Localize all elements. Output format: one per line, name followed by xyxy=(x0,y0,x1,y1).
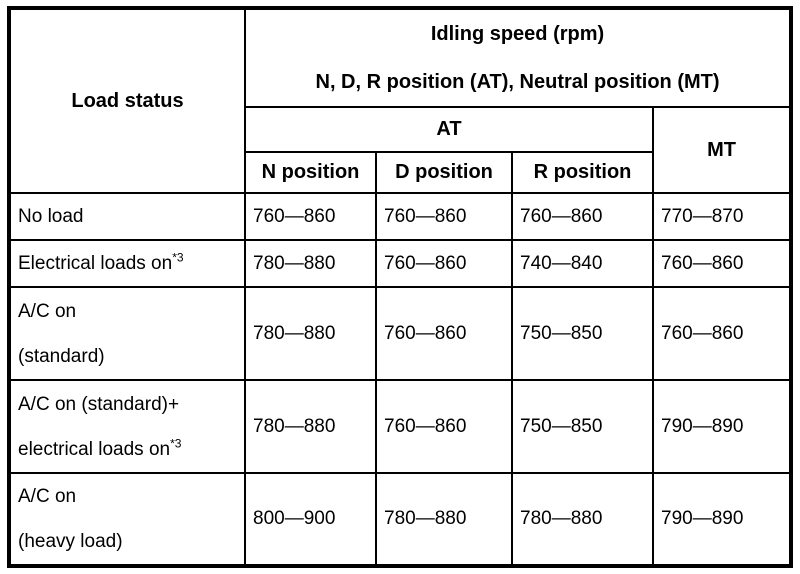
value-cell: 750—850 xyxy=(511,379,654,474)
at-header: AT xyxy=(244,106,654,153)
row-label-text: electrical loads on xyxy=(18,438,171,460)
value-cell: 780—880 xyxy=(244,379,377,474)
row-label-cell: A/C on (standard) xyxy=(8,286,246,381)
value-cell: 760—860 xyxy=(244,192,377,241)
value-cell: 760—860 xyxy=(651,286,793,381)
table-row-electrical-loads: Electrical loads on*3 780—880 760—860 74… xyxy=(8,239,793,288)
value-cell: 760—860 xyxy=(375,192,513,241)
row-label-text: A/C on (standard)+ xyxy=(18,393,180,415)
row-label-line: A/C on xyxy=(18,289,237,334)
value-cell: 800—900 xyxy=(244,472,377,567)
row-label-cell: A/C on (heavy load) xyxy=(8,472,246,567)
row-label-line: No load xyxy=(18,195,237,238)
row-label-cell: No load xyxy=(8,192,246,241)
row-label-line: A/C on xyxy=(18,475,237,519)
row-label-line: Electrical loads on*3 xyxy=(18,242,237,285)
value-cell: 780—880 xyxy=(511,472,654,567)
row-label-cell: Electrical loads on*3 xyxy=(8,239,246,288)
table-row-ac-standard: A/C on (standard) 780—880 760—860 750—85… xyxy=(8,286,793,381)
gear-position-subtitle: N, D, R position (AT), Neutral position … xyxy=(315,71,720,93)
value-cell: 760—860 xyxy=(651,239,793,288)
mt-header: MT xyxy=(651,106,793,194)
value-cell: 760—860 xyxy=(375,379,513,474)
value-cell: 790—890 xyxy=(651,379,793,474)
row-label-line: (standard) xyxy=(18,334,237,379)
footnote-ref: *3 xyxy=(170,436,182,451)
r-position-header: R position xyxy=(511,151,654,194)
n-position-header: N position xyxy=(244,151,377,194)
header-row-positions: N position D position R position xyxy=(9,151,791,194)
idling-speed-title: Idling speed (rpm) xyxy=(430,23,605,45)
header-row-transmission: AT MT xyxy=(9,106,793,194)
value-cell: 790—890 xyxy=(651,472,793,567)
row-label-line: (heavy load) xyxy=(18,519,237,564)
value-cell: 770—870 xyxy=(651,192,793,241)
value-cell: 780—880 xyxy=(375,472,513,567)
header-row-idling: Load status Idling speed (rpm) N, D, R p… xyxy=(8,7,793,194)
table-row-no-load: No load 760—860 760—860 760—860 770—870 xyxy=(8,192,793,241)
idle-speed-table: Load status Idling speed (rpm) N, D, R p… xyxy=(7,6,794,568)
value-cell: 780—880 xyxy=(244,239,377,288)
row-label-line: electrical loads on*3 xyxy=(18,427,237,472)
value-cell: 760—860 xyxy=(511,192,654,241)
row-label-text: A/C on xyxy=(18,300,77,322)
row-label-text: (heavy load) xyxy=(18,531,123,552)
load-status-header: Load status xyxy=(8,7,246,194)
d-position-header: D position xyxy=(375,151,513,194)
row-label-text: Electrical loads on xyxy=(18,253,173,274)
row-label-text: (standard) xyxy=(18,345,105,367)
table-row-ac-standard-electrical: A/C on (standard)+ electrical loads on*3… xyxy=(8,379,793,474)
row-label-text: No load xyxy=(18,206,84,227)
idling-speed-header: Idling speed (rpm) N, D, R position (AT)… xyxy=(243,7,793,108)
row-label-cell: A/C on (standard)+ electrical loads on*3 xyxy=(8,379,246,474)
value-cell: 780—880 xyxy=(244,286,377,381)
table-row-ac-heavy-load: A/C on (heavy load) 800—900 780—880 780—… xyxy=(8,472,793,567)
row-label-text: A/C on xyxy=(18,486,77,507)
value-cell: 760—860 xyxy=(375,286,513,381)
row-label-line: A/C on (standard)+ xyxy=(18,382,237,427)
value-cell: 750—850 xyxy=(511,286,654,381)
value-cell: 740—840 xyxy=(511,239,654,288)
value-cell: 760—860 xyxy=(375,239,513,288)
footnote-ref: *3 xyxy=(172,250,184,265)
